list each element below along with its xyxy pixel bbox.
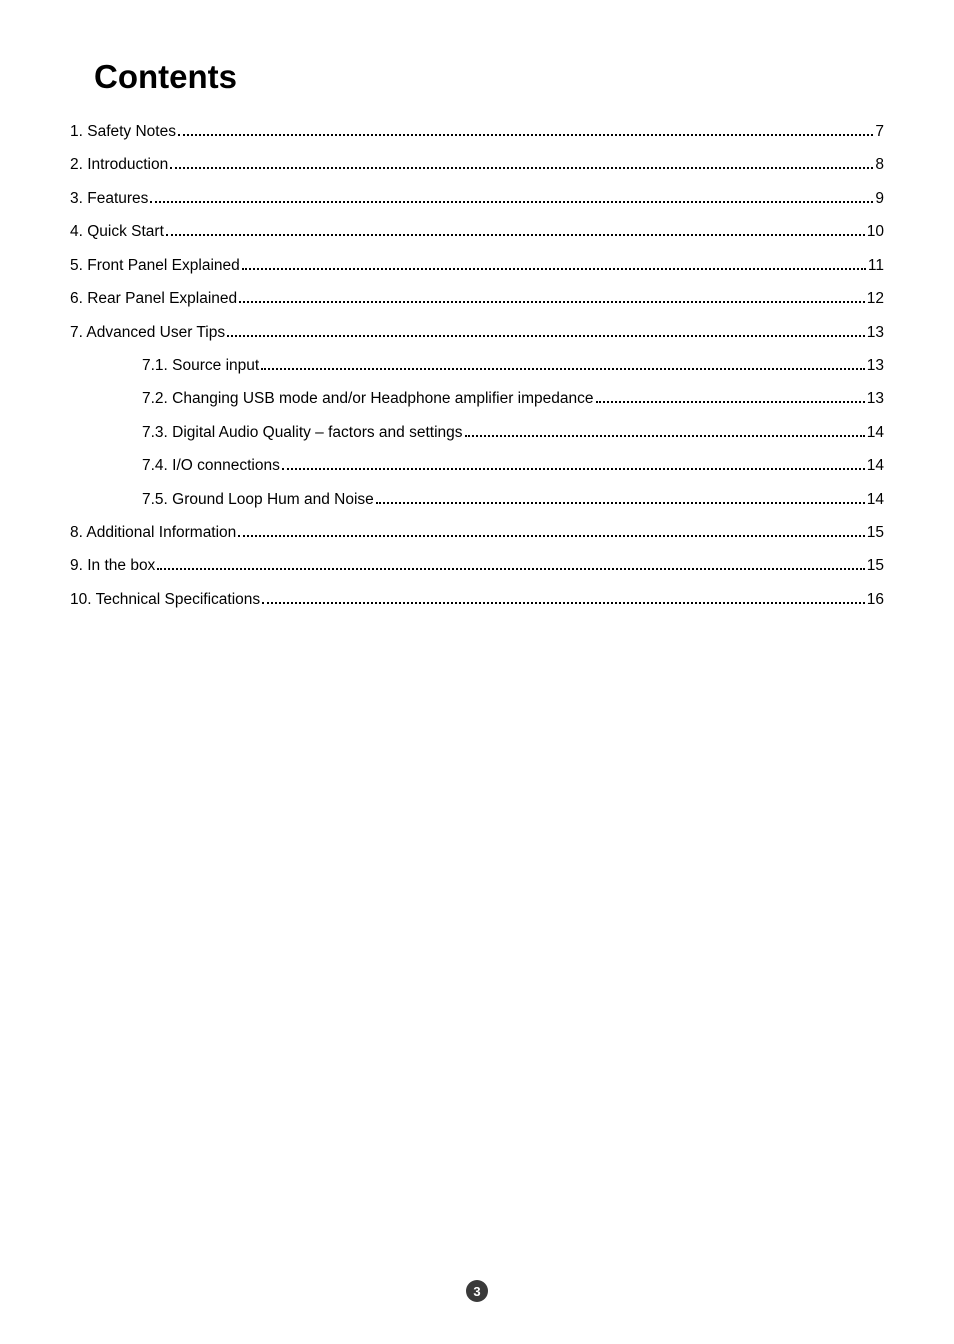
toc-entry-page: 15 [867, 556, 884, 577]
toc-list: 1. Safety Notes 7 2. Introduction 8 3. Fea… [70, 122, 884, 611]
toc-entry-page: 7 [875, 122, 884, 143]
toc-entry-label: 7. Advanced User Tips [70, 323, 225, 344]
toc-entry-page: 13 [867, 389, 884, 410]
toc-entry-page: 14 [867, 456, 884, 477]
toc-entry-label: 7.2. Changing USB mode and/or Headphone … [142, 389, 594, 410]
toc-leader-dots [596, 401, 865, 403]
toc-entry-label: 5. Front Panel Explained [70, 256, 240, 277]
toc-title: Contents [94, 58, 884, 96]
toc-entry-page: 10 [867, 222, 884, 243]
toc-leader-dots [227, 335, 865, 337]
toc-entry-page: 11 [868, 256, 884, 277]
toc-entry-label: 7.4. I/O connections [142, 456, 280, 477]
toc-entry-label: 4. Quick Start [70, 222, 164, 243]
toc-entry: 4. Quick Start 10 [70, 222, 884, 243]
toc-entry-page: 9 [875, 189, 884, 210]
toc-leader-dots [242, 268, 866, 270]
page-number-badge: 3 [466, 1280, 488, 1302]
toc-entry-page: 14 [867, 423, 884, 444]
toc-leader-dots [170, 167, 873, 169]
toc-entry-page: 14 [867, 490, 884, 511]
toc-leader-dots [178, 134, 873, 136]
toc-leader-dots [166, 234, 865, 236]
toc-leader-dots [238, 535, 864, 537]
toc-entry: 9. In the box 15 [70, 556, 884, 577]
toc-leader-dots [150, 201, 873, 203]
page: Contents 1. Safety Notes 7 2. Introductio… [0, 0, 954, 1344]
toc-leader-dots [239, 301, 865, 303]
toc-entry: 7.5. Ground Loop Hum and Noise 14 [70, 490, 884, 511]
toc-entry-page: 15 [867, 523, 884, 544]
toc-entry: 2. Introduction 8 [70, 155, 884, 176]
toc-entry-label: 10. Technical Specifications [70, 590, 260, 611]
toc-entry: 7.3. Digital Audio Quality – factors and… [70, 423, 884, 444]
toc-entry-page: 16 [867, 590, 884, 611]
toc-entry-label: 3. Features [70, 189, 148, 210]
toc-entry: 5. Front Panel Explained 11 [70, 256, 884, 277]
toc-entry-page: 13 [867, 323, 884, 344]
toc-entry-page: 13 [867, 356, 884, 377]
toc-entry-label: 8. Additional Information [70, 523, 236, 544]
toc-entry: 10. Technical Specifications 16 [70, 590, 884, 611]
toc-entry-label: 9. In the box [70, 556, 155, 577]
toc-entry: 7.2. Changing USB mode and/or Headphone … [70, 389, 884, 410]
toc-leader-dots [376, 502, 865, 504]
toc-entry: 7. Advanced User Tips 13 [70, 323, 884, 344]
toc-leader-dots [157, 568, 864, 570]
toc-entry-page: 12 [867, 289, 884, 310]
toc-entry-label: 7.1. Source input [142, 356, 259, 377]
toc-entry: 7.4. I/O connections 14 [70, 456, 884, 477]
toc-entry-page: 8 [875, 155, 884, 176]
page-number: 3 [473, 1284, 480, 1299]
toc-leader-dots [282, 468, 865, 470]
toc-leader-dots [465, 435, 865, 437]
toc-leader-dots [261, 368, 865, 370]
toc-entry: 1. Safety Notes 7 [70, 122, 884, 143]
toc-entry: 8. Additional Information 15 [70, 523, 884, 544]
toc-entry-label: 7.5. Ground Loop Hum and Noise [142, 490, 374, 511]
toc-entry-label: 1. Safety Notes [70, 122, 176, 143]
toc-entry-label: 2. Introduction [70, 155, 168, 176]
toc-entry: 6. Rear Panel Explained 12 [70, 289, 884, 310]
toc-leader-dots [262, 602, 865, 604]
toc-entry: 7.1. Source input 13 [70, 356, 884, 377]
toc-entry-label: 7.3. Digital Audio Quality – factors and… [142, 423, 463, 444]
toc-entry: 3. Features 9 [70, 189, 884, 210]
toc-entry-label: 6. Rear Panel Explained [70, 289, 237, 310]
